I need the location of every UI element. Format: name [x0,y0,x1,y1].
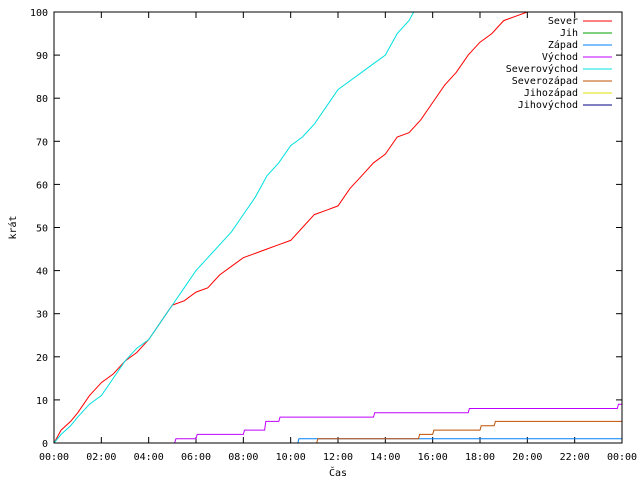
legend-label: Sever [548,16,578,27]
x-tick-label: 22:00 [560,452,590,463]
y-tick-label: 60 [36,180,48,191]
x-tick-label: 16:00 [418,452,448,463]
y-tick-label: 20 [36,353,48,364]
y-tick-label: 0 [42,439,48,450]
legend-label: Západ [548,39,578,51]
x-tick-label: 10:00 [276,452,306,463]
x-tick-label: 12:00 [323,452,353,463]
series-lines [53,11,622,444]
legend-label: Jih [560,28,578,39]
legend: SeverJihZápadVýchodSeverovýchodSeverozáp… [506,16,612,111]
x-tick-label: 02:00 [86,452,116,463]
y-tick-label: 30 [36,310,48,321]
y-tick-label: 80 [36,94,48,105]
x-axis-title: Čas [329,466,347,479]
legend-label: Východ [542,51,578,63]
y-tick-label: 10 [36,396,48,407]
y-axis-ticks: 0 10 20 30 40 50 60 70 80 90 100 [30,8,622,450]
x-tick-label: 08:00 [228,452,258,463]
y-tick-label: 90 [36,51,48,62]
legend-label: Jihovýchod [518,99,578,111]
y-tick-label: 100 [30,8,48,19]
legend-label: Severovýchod [506,63,578,75]
legend-label: Severozápad [512,75,578,87]
x-tick-label: 00:00 [39,452,69,463]
x-tick-label: 14:00 [370,452,400,463]
x-tick-label: 00:00 [607,452,637,463]
series-line-0 [53,11,535,444]
x-tick-label: 18:00 [465,452,495,463]
y-tick-label: 40 [36,267,48,278]
x-tick-label: 04:00 [134,452,164,463]
legend-label: Jihozápad [524,87,578,99]
x-tick-label: 20:00 [512,452,542,463]
y-tick-label: 70 [36,137,48,148]
y-tick-label: 50 [36,224,48,235]
plot-frame [53,11,623,444]
series-line-4 [53,11,415,444]
x-axis-ticks: 00:00 02:00 04:00 06:00 08:00 10:00 12:00 14:00… [39,12,637,463]
y-axis-title: krát [7,215,19,239]
series-line-5 [54,420,622,444]
series-line-3 [54,403,622,444]
x-tick-label: 06:00 [181,452,211,463]
